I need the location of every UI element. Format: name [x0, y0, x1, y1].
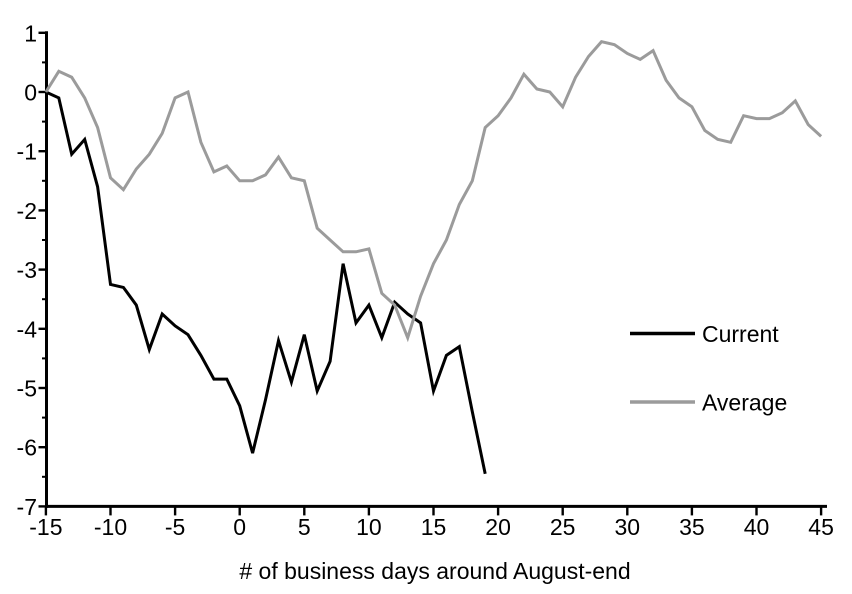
x-tick-label: 30	[615, 514, 641, 540]
y-tick-label: -4	[17, 316, 38, 342]
y-tick-label: -6	[17, 435, 37, 461]
x-tick-label: -10	[94, 514, 127, 540]
y-tick-label: -5	[17, 376, 37, 402]
y-tick-label: -1	[17, 139, 37, 165]
series-line-current	[45, 90, 487, 475]
y-tick-label: -3	[17, 257, 37, 283]
x-tick-label: 25	[550, 514, 576, 540]
x-tick-label: -5	[165, 514, 185, 540]
legend-label-current: Current	[702, 321, 779, 347]
y-tick-label: 1	[24, 20, 37, 46]
x-tick-label: 45	[808, 514, 834, 540]
y-tick-label: -7	[17, 494, 37, 520]
legend-label-average: Average	[702, 390, 787, 416]
y-tick-label: 0	[24, 80, 37, 106]
x-tick-label: 40	[744, 514, 770, 540]
x-tick-label: -15	[29, 514, 62, 540]
x-tick-label: 5	[298, 514, 311, 540]
series-line-average	[44, 40, 823, 343]
x-axis-title: # of business days around August-end	[239, 558, 631, 584]
x-tick-label: 20	[485, 514, 511, 540]
x-tick-label: 35	[679, 514, 705, 540]
y-tick-label: -2	[17, 198, 37, 224]
x-tick-label: 10	[356, 514, 382, 540]
x-tick-label: 0	[233, 514, 246, 540]
x-tick-label: 15	[421, 514, 447, 540]
